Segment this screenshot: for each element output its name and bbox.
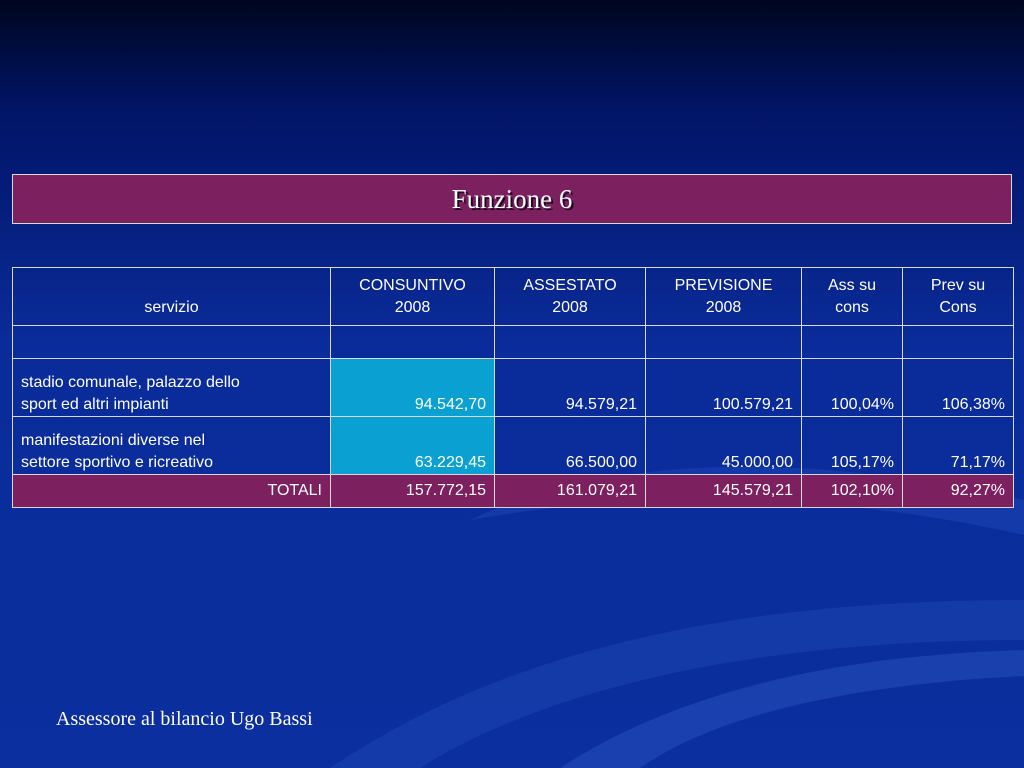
assestato-cell: 66.500,00 bbox=[494, 416, 646, 475]
totals-label: TOTALI bbox=[12, 474, 331, 508]
total-consuntivo: 157.772,15 bbox=[330, 474, 495, 508]
header-servizio: servizio bbox=[12, 267, 331, 326]
ass-su-cons-cell: 100,04% bbox=[801, 358, 903, 417]
servizio-cell: manifestazioni diverse nel settore sporti… bbox=[12, 416, 331, 475]
servizio-cell: stadio comunale, palazzo dello sport ed a… bbox=[12, 358, 331, 417]
table-row: stadio comunale, palazzo dello sport ed a… bbox=[12, 358, 1014, 417]
assestato-cell: 94.579,21 bbox=[494, 358, 646, 417]
slide-title: Funzione 6 bbox=[451, 183, 573, 214]
budget-table: servizio CONSUNTIVO 2008 ASSESTATO 2008 PR… bbox=[12, 267, 1014, 508]
header-previsione: PREVISIONE 2008 bbox=[645, 267, 802, 326]
header-consuntivo: CONSUNTIVO 2008 bbox=[330, 267, 495, 326]
total-previsione: 145.579,21 bbox=[645, 474, 802, 508]
table-row: manifestazioni diverse nel settore sporti… bbox=[12, 416, 1014, 475]
total-prev-su-cons: 92,27% bbox=[902, 474, 1014, 508]
slide-title-box: Funzione 6 bbox=[12, 174, 1012, 224]
previsione-cell: 45.000,00 bbox=[645, 416, 802, 475]
total-assestato: 161.079,21 bbox=[494, 474, 646, 508]
empty-row bbox=[12, 325, 1014, 359]
header-row: servizio CONSUNTIVO 2008 ASSESTATO 2008 PR… bbox=[12, 267, 1014, 326]
header-prev-su-cons: Prev su Cons bbox=[902, 267, 1014, 326]
totals-row: TOTALI 157.772,15 161.079,21 145.579,21 … bbox=[12, 474, 1014, 508]
consuntivo-cell: 94.542,70 bbox=[330, 358, 495, 417]
prev-su-cons-cell: 106,38% bbox=[902, 358, 1014, 417]
consuntivo-cell: 63.229,45 bbox=[330, 416, 495, 475]
previsione-cell: 100.579,21 bbox=[645, 358, 802, 417]
prev-su-cons-cell: 71,17% bbox=[902, 416, 1014, 475]
header-assestato: ASSESTATO 2008 bbox=[494, 267, 646, 326]
footer-text: Assessore al bilancio Ugo Bassi bbox=[56, 708, 313, 730]
total-ass-su-cons: 102,10% bbox=[801, 474, 903, 508]
ass-su-cons-cell: 105,17% bbox=[801, 416, 903, 475]
header-ass-su-cons: Ass su cons bbox=[801, 267, 903, 326]
